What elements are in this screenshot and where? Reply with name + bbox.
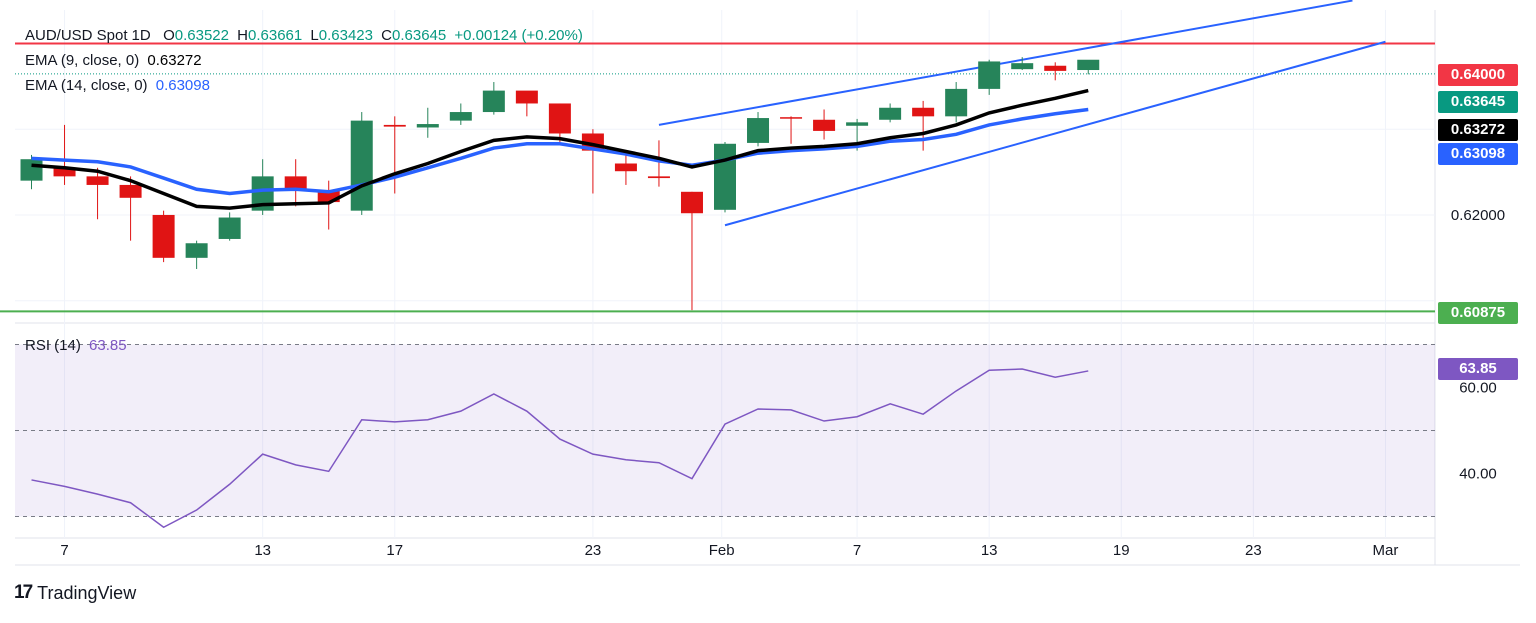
- rsi-line: [31, 368, 1089, 529]
- time-tick-label: Feb: [709, 542, 735, 559]
- channel-upper-line: [658, 0, 1353, 126]
- grid: [15, 10, 1435, 538]
- horizontal-levels: [0, 42, 1435, 313]
- candle-body: [515, 90, 538, 104]
- trend-channel: [658, 0, 1386, 227]
- high-value: 0.63661: [248, 27, 303, 44]
- candle-body: [119, 184, 142, 198]
- candle-body: [680, 191, 703, 214]
- open-label: O: [163, 27, 175, 44]
- candle-body: [714, 143, 736, 210]
- price-axis: 0.62000 60.00 40.00: [1451, 207, 1505, 483]
- time-tick-label: 7: [60, 542, 68, 559]
- candle-body: [284, 176, 307, 191]
- candle-body: [813, 119, 836, 131]
- candle-body: [251, 176, 274, 211]
- tradingview-brand: TradingView: [37, 582, 137, 603]
- rsi-label: RSI (14): [25, 337, 81, 354]
- ema14-value: 0.63098: [155, 77, 210, 94]
- open-value: 0.63522: [174, 27, 229, 44]
- rsi-tick-label: 60.00: [1459, 380, 1497, 397]
- low-label: L: [310, 27, 319, 44]
- interval-label: 1D: [131, 27, 151, 44]
- time-tick-label: 19: [1113, 542, 1130, 559]
- candle-body: [383, 124, 406, 127]
- ema9-legend: EMA (9, close, 0) 0.63272: [25, 52, 206, 69]
- candle-body: [780, 117, 803, 119]
- tradingview-logo-icon: 17: [14, 582, 33, 603]
- candle-body: [20, 159, 43, 181]
- close-label: C: [381, 27, 392, 44]
- tag-last-price: 0.63645: [1438, 91, 1518, 113]
- ema9-label: EMA (9, close, 0): [25, 52, 140, 69]
- rsi-value: 63.85: [89, 337, 127, 354]
- tag-support: 0.60875: [1438, 302, 1518, 324]
- ema14-line: [31, 107, 1089, 196]
- time-tick-label: 17: [386, 542, 403, 559]
- candle-body: [416, 124, 439, 128]
- candle-body: [218, 217, 241, 239]
- time-tick-label: 23: [1245, 542, 1262, 559]
- ema14-legend: EMA (14, close, 0) 0.63098: [25, 77, 214, 94]
- tradingview-logo[interactable]: 17 TradingView: [14, 582, 136, 604]
- candle-body: [912, 107, 935, 117]
- candle-body: [879, 107, 902, 120]
- candle-body: [846, 122, 869, 126]
- time-tick-label: 7: [853, 542, 861, 559]
- candle-body: [185, 243, 208, 258]
- low-value: 0.63423: [318, 27, 373, 44]
- ema14-label: EMA (14, close, 0): [25, 77, 148, 94]
- candle-body: [317, 190, 340, 203]
- time-tick-label: 13: [254, 542, 271, 559]
- candle-body: [86, 176, 109, 185]
- time-tick-label: Mar: [1373, 542, 1399, 559]
- candle-body: [449, 112, 472, 121]
- ema9-line: [31, 88, 1089, 210]
- candle-body: [1077, 59, 1100, 71]
- candle-body: [53, 167, 76, 177]
- rsi-tick-label: 40.00: [1459, 466, 1497, 483]
- time-tick-label: 13: [981, 542, 998, 559]
- time-tick-label: 23: [585, 542, 602, 559]
- candle-body: [152, 214, 175, 258]
- channel-lower-line: [724, 40, 1386, 227]
- candle-body: [1011, 63, 1034, 70]
- candle-body: [1044, 65, 1067, 71]
- ema9-value: 0.63272: [147, 52, 202, 69]
- candle-body: [482, 90, 505, 113]
- tag-rsi: 63.85: [1438, 358, 1518, 380]
- tag-resistance: 0.64000: [1438, 64, 1518, 86]
- symbol-label: AUD/USD Spot: [25, 27, 128, 44]
- candle-body: [647, 176, 670, 179]
- rsi-legend: RSI (14) 63.85: [25, 337, 131, 354]
- rsi-band-fill: [15, 344, 1435, 517]
- candle-body: [978, 61, 1001, 89]
- high-label: H: [237, 27, 248, 44]
- ohlc-header: AUD/USD Spot 1D O0.63522 H0.63661 L0.6342…: [25, 27, 587, 44]
- price-tick-label: 0.62000: [1451, 207, 1505, 224]
- close-value: 0.63645: [392, 27, 447, 44]
- candle-body: [945, 88, 968, 117]
- time-axis: 7 13 17 23 Feb 7 13 19 23 Mar: [60, 542, 1398, 559]
- tag-ema9: 0.63272: [1438, 119, 1518, 141]
- candle-body: [548, 103, 571, 134]
- candle-body: [350, 120, 373, 211]
- candle-body: [614, 163, 637, 172]
- candle-body: [747, 118, 770, 143]
- change-value: +0.00124 (+0.20%): [454, 27, 583, 44]
- tag-ema14: 0.63098: [1438, 143, 1518, 165]
- rsi-pane: [15, 344, 1435, 529]
- ema-lines: [31, 88, 1089, 210]
